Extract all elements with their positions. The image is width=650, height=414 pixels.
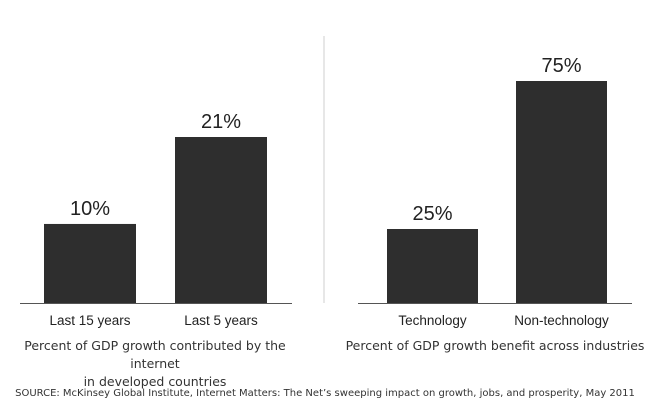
left-caption-line-1: Percent of GDP growth contributed by the… — [24, 338, 286, 371]
left-caption-line-2: in developed countries — [83, 374, 227, 389]
right-bar-1 — [387, 229, 478, 303]
left-bar-2-value-label: 21% — [201, 111, 241, 133]
right-bar-2-category-label: Non-technology — [514, 313, 609, 328]
right-caption-line-1: Percent of GDP growth benefit across ind… — [345, 338, 645, 353]
right-bar-1-category-label: Technology — [398, 313, 467, 328]
left-bar-1-category-label: Last 15 years — [49, 313, 130, 328]
right-bar-2 — [516, 81, 607, 303]
left-bar-2 — [175, 137, 267, 303]
left-bar-1-value-label: 10% — [70, 198, 110, 220]
source-note: SOURCE: McKinsey Global Institute, Inter… — [15, 388, 635, 399]
left-bar-2-category-label: Last 5 years — [184, 313, 258, 328]
left-chart-caption: Percent of GDP growth contributed by the… — [0, 337, 310, 391]
right-bar-1-value-label: 25% — [412, 203, 452, 225]
right-bar-2-value-label: 75% — [541, 55, 581, 77]
left-bar-1 — [44, 223, 136, 303]
right-chart-caption: Percent of GDP growth benefit across ind… — [340, 337, 650, 355]
